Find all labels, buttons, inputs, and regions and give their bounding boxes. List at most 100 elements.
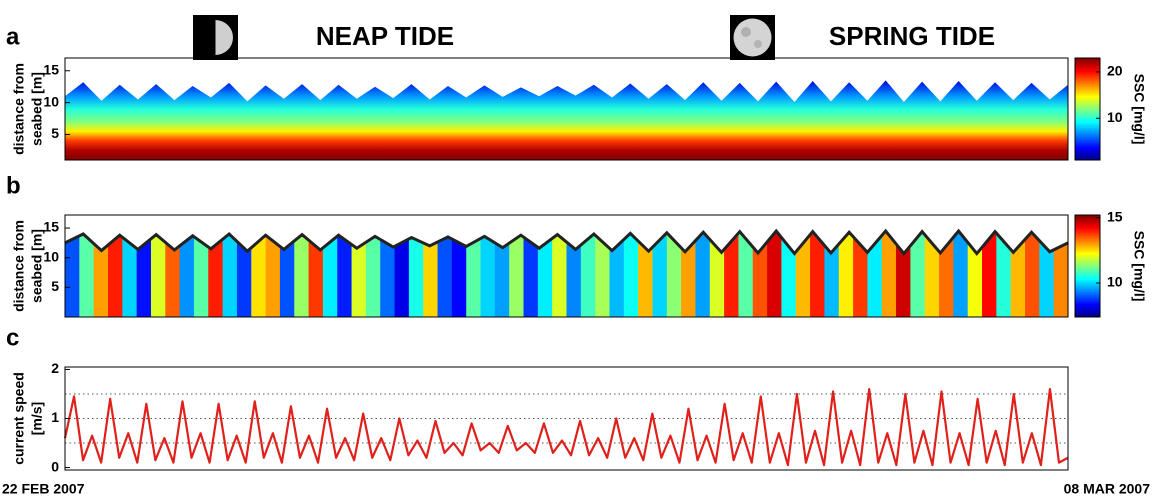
colorbar-swatch xyxy=(1075,83,1100,86)
colorbar-label: SSC [mg/l] xyxy=(1131,231,1147,302)
colorbar-swatch xyxy=(1075,102,1100,105)
colorbar-swatch xyxy=(1075,294,1100,298)
y-axis-label: seabed [m] xyxy=(29,229,45,303)
colorbar-swatch xyxy=(1075,146,1100,149)
colorbar-swatch xyxy=(1075,269,1100,272)
colorbar-swatch xyxy=(1075,262,1100,265)
colorbar-swatch xyxy=(1075,218,1100,221)
colorbar-swatch xyxy=(1075,308,1100,311)
panel-label: b xyxy=(6,172,21,199)
moon-crater xyxy=(741,27,751,37)
colorbar-swatch xyxy=(1075,232,1100,235)
colorbar-swatch xyxy=(1075,132,1100,135)
ssc-column xyxy=(695,215,711,317)
colorbar-swatch xyxy=(1075,245,1100,248)
colorbar-label: SSC [mg/l] xyxy=(1131,74,1147,145)
colorbar-swatch xyxy=(1075,228,1100,231)
colorbar-swatch xyxy=(1075,134,1100,137)
colorbar-swatch xyxy=(1075,254,1100,257)
colorbar-swatch xyxy=(1075,90,1100,93)
colorbar-swatch xyxy=(1075,149,1100,152)
colorbar-swatch xyxy=(1075,144,1100,147)
colorbar-swatch xyxy=(1075,286,1100,289)
colorbar-swatch xyxy=(1075,283,1100,286)
colorbar-swatch xyxy=(1075,126,1100,129)
colorbar-swatch xyxy=(1075,76,1100,79)
colorbar-swatch xyxy=(1075,119,1100,122)
colorbar-swatch xyxy=(1075,137,1100,141)
colorbar-swatch xyxy=(1075,95,1100,98)
y-axis-label: distance from xyxy=(11,63,27,155)
water-surface xyxy=(64,228,1069,256)
y-axis-label: seabed [m] xyxy=(29,72,45,146)
colorbar-swatch xyxy=(1075,131,1100,134)
colorbar-swatch xyxy=(1075,148,1100,151)
colorbar-swatch xyxy=(1075,266,1100,269)
colorbar-swatch xyxy=(1075,105,1100,108)
colorbar-swatch xyxy=(1075,115,1100,118)
colorbar-swatch xyxy=(1075,226,1100,230)
moon-crater xyxy=(754,40,762,48)
above-surface-mask xyxy=(65,214,1068,254)
colorbar-tick-label: 10 xyxy=(1107,109,1123,125)
colorbar-swatch xyxy=(1075,225,1100,228)
colorbar-swatch xyxy=(1075,271,1100,274)
colorbar-tick-label: 10 xyxy=(1107,274,1123,290)
colorbar-swatch xyxy=(1075,103,1100,107)
colorbar-swatch xyxy=(1075,81,1100,84)
colorbar-swatch xyxy=(1075,277,1100,281)
colorbar-swatch xyxy=(1075,66,1100,69)
colorbar-swatch xyxy=(1075,230,1100,233)
colorbar-swatch xyxy=(1075,139,1100,142)
colorbar-swatch xyxy=(1075,114,1100,117)
colorbar-swatch xyxy=(1075,154,1100,158)
panel-label: a xyxy=(6,23,20,50)
y-tick-label: 0 xyxy=(51,458,59,474)
colorbar-swatch xyxy=(1075,151,1100,154)
colorbar-swatch xyxy=(1075,124,1100,127)
colorbar-swatch xyxy=(1075,64,1100,67)
colorbar-swatch xyxy=(1075,243,1100,247)
colorbar-swatch xyxy=(1075,247,1100,250)
colorbar-swatch xyxy=(1075,141,1100,144)
colorbar-tick-label: 15 xyxy=(1107,208,1123,224)
y-tick-label: 5 xyxy=(51,278,59,294)
half-moon xyxy=(215,20,233,55)
colorbar-swatch xyxy=(1075,238,1100,241)
colorbar-swatch xyxy=(1075,69,1100,73)
y-axis-label: [m/s] xyxy=(29,402,45,435)
colorbar-swatch xyxy=(1075,289,1100,292)
colorbar-tick-label: 20 xyxy=(1107,63,1123,79)
colorbar-swatch xyxy=(1075,305,1100,308)
colorbar-swatch xyxy=(1075,136,1100,139)
annotation: NEAP TIDE xyxy=(316,21,454,51)
y-tick-label: 5 xyxy=(51,125,59,141)
y-tick-label: 10 xyxy=(43,93,59,109)
colorbar-swatch xyxy=(1075,73,1100,76)
colorbar-swatch xyxy=(1075,252,1100,255)
colorbar-swatch xyxy=(1075,143,1100,146)
colorbar-swatch xyxy=(1075,127,1100,130)
colorbar-swatch xyxy=(1075,215,1100,218)
colorbar-swatch xyxy=(1075,158,1100,161)
colorbar-swatch xyxy=(1075,267,1100,270)
colorbar-swatch xyxy=(1075,220,1100,223)
plot-frame xyxy=(64,214,1069,318)
colorbar-swatch xyxy=(1075,284,1100,287)
annotation: SPRING TIDE xyxy=(829,21,995,51)
colorbar-swatch xyxy=(1075,281,1100,284)
colorbar-swatch xyxy=(1075,293,1100,296)
colorbar-swatch xyxy=(1075,107,1100,110)
colorbar-swatch xyxy=(1075,86,1100,90)
y-axis-label: distance from xyxy=(11,220,27,312)
colorbar-swatch xyxy=(1075,85,1100,88)
ssc-column xyxy=(294,215,310,317)
y-tick-label: 15 xyxy=(43,61,59,77)
x-tick-label: 22 FEB 2007 xyxy=(2,481,85,497)
colorbar-swatch xyxy=(1075,61,1100,64)
y-tick-label: 1 xyxy=(51,409,59,425)
panel-label: c xyxy=(6,324,19,351)
colorbar-swatch xyxy=(1075,88,1100,91)
